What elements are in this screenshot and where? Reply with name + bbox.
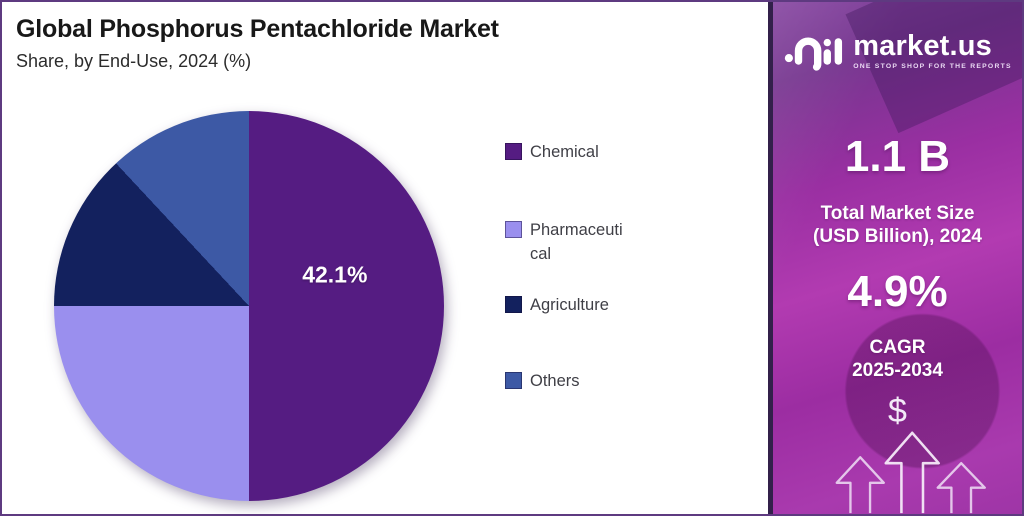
chart-panel: Global Phosphorus Pentachloride Market S…: [2, 2, 768, 514]
legend-swatch-agriculture: [505, 296, 522, 313]
chart-header: Global Phosphorus Pentachloride Market S…: [16, 15, 499, 72]
legend-label-pharmaceutical: Pharmaceutical: [530, 221, 623, 263]
market-size-label-line1: Total Market Size: [820, 203, 975, 224]
legend-item-pharmaceutical: Pharmaceutical: [505, 218, 626, 266]
brand-text-block: market.us ONE STOP SHOP FOR THE REPORTS: [853, 31, 1012, 70]
legend-label-chemical: Chemical: [530, 143, 599, 161]
legend-item-others: Others: [505, 369, 626, 393]
legend-item-chemical: Chemical: [505, 140, 626, 164]
legend-item-agriculture: Agriculture: [505, 293, 626, 317]
chart-title: Global Phosphorus Pentachloride Market: [16, 15, 499, 43]
cagr-value: 4.9%: [847, 267, 948, 316]
cagr-label: CAGR 2025-2034: [773, 336, 1022, 382]
dollar-icon: $: [888, 392, 907, 430]
legend-label-agriculture: Agriculture: [530, 296, 609, 314]
market-size-value: 1.1 B: [844, 132, 951, 181]
growth-arrows-icon: [835, 431, 986, 514]
legend-swatch-chemical: [505, 143, 522, 160]
legend-label-others: Others: [530, 372, 580, 390]
cagr-label-line1: CAGR: [869, 337, 926, 358]
brand-tagline: ONE STOP SHOP FOR THE REPORTS: [853, 62, 1012, 70]
legend-swatch-others: [505, 372, 522, 389]
pie-chart: 42.1%: [54, 111, 444, 501]
market-size-label-line2: (USD Billion), 2024: [813, 226, 982, 247]
brand-name: market.us: [853, 29, 993, 62]
pie-slice-label-chemical: 42.1%: [302, 261, 368, 288]
chart-subtitle: Share, by End-Use, 2024 (%): [16, 51, 252, 71]
brand-logo: market.us ONE STOP SHOP FOR THE REPORTS: [773, 24, 1022, 76]
market-size-label: Total Market Size (USD Billion), 2024: [773, 202, 1022, 248]
cagr-label-line2: 2025-2034: [852, 360, 943, 381]
market-us-logo-icon: [785, 37, 843, 71]
brand-sidebar: market.us ONE STOP SHOP FOR THE REPORTS …: [768, 2, 1022, 514]
legend-swatch-pharmaceutical: [505, 221, 522, 238]
